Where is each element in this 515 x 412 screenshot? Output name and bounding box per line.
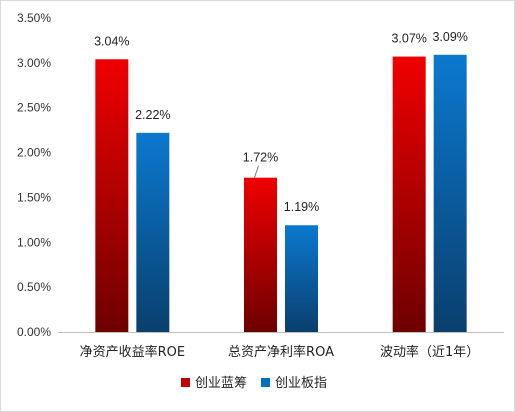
data-label: 2.22% [135,108,170,122]
y-axis: 0.00% 0.50% 1.00% 1.50% 2.00% 2.50% 3.00% 3.50% [17,11,51,339]
legend-label: 创业蓝筹 [195,375,247,391]
data-label: 1.72% [243,151,278,165]
y-tick-label: 3.50% [17,11,51,25]
bar-series1-1 [244,177,277,332]
data-label: 1.19% [284,200,319,214]
legend-label: 创业板指 [275,376,327,391]
x-tick-label: 波动率（近1年） [380,344,479,360]
bar-series2-0 [136,132,170,332]
data-labels: 3.04% 2.22% 1.72% 1.19% 3.07% 3.09% [94,30,468,214]
data-label: 3.07% [391,32,426,46]
x-axis: 净资产收益率ROE 总资产净利率ROA 波动率（近1年） [58,332,504,360]
bar-series2-2 [433,54,467,332]
legend-swatch [181,378,190,387]
y-tick-label: 0.00% [17,325,51,339]
y-tick-label: 0.50% [17,280,51,294]
bars [95,54,467,333]
data-label-leader [254,165,259,178]
legend-swatch [261,378,270,387]
bar-series2-1 [285,225,318,332]
x-tick-label: 总资产净利率ROA [228,344,334,360]
y-tick-label: 3.00% [17,56,51,70]
y-tick-label: 1.50% [17,190,51,204]
legend: 创业蓝筹 创业板指 [181,375,327,391]
y-tick-label: 2.00% [17,146,51,160]
y-tick-label: 1.00% [17,235,51,249]
data-label: 3.09% [432,30,467,44]
data-label: 3.04% [94,34,129,48]
x-tick-label: 净资产收益率ROE [80,344,185,360]
bar-series1-2 [392,56,426,332]
y-tick-label: 2.50% [17,101,51,115]
bar-series1-0 [95,59,129,333]
